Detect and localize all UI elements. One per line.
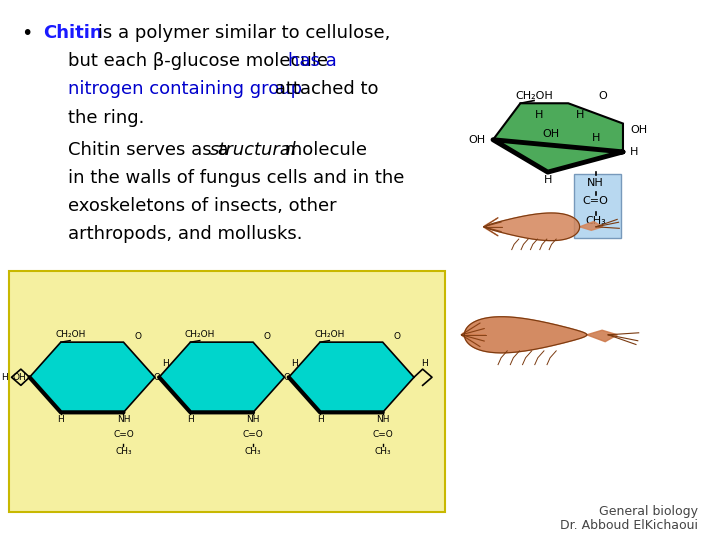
Text: C=O: C=O [582, 197, 608, 206]
Polygon shape [462, 334, 486, 335]
Text: C=O: C=O [113, 430, 134, 438]
Text: but each β-glucose molecule: but each β-glucose molecule [68, 52, 334, 70]
Text: Chitin serves as a: Chitin serves as a [68, 141, 235, 159]
Text: OH: OH [323, 370, 336, 379]
Polygon shape [159, 342, 284, 413]
Text: CH₃: CH₃ [245, 447, 261, 456]
Text: attached to: attached to [269, 80, 378, 98]
Text: OH: OH [630, 125, 647, 134]
Text: OH: OH [543, 129, 559, 139]
Text: the ring.: the ring. [68, 109, 145, 126]
Text: structural: structural [210, 141, 297, 159]
Text: H: H [187, 415, 194, 424]
Text: H: H [591, 133, 600, 143]
Text: H: H [421, 359, 428, 368]
Text: O: O [394, 332, 400, 341]
Text: NH: NH [117, 415, 130, 424]
Text: OH: OH [469, 134, 486, 145]
Text: H: H [630, 147, 639, 157]
Text: CH₂OH: CH₂OH [184, 330, 215, 340]
Text: NH: NH [376, 415, 390, 424]
Text: O: O [264, 332, 271, 341]
Text: O: O [598, 91, 607, 100]
Text: CH₂OH: CH₂OH [55, 330, 86, 340]
Text: C=O: C=O [372, 430, 393, 438]
Polygon shape [486, 213, 580, 241]
Text: molecule: molecule [279, 141, 367, 159]
Text: General biology: General biology [599, 505, 698, 518]
Text: H: H [376, 370, 383, 379]
Polygon shape [462, 335, 480, 347]
Polygon shape [289, 342, 414, 413]
Polygon shape [462, 328, 485, 335]
Text: H: H [1, 373, 8, 382]
Polygon shape [484, 218, 498, 227]
Text: arthropods, and mollusks.: arthropods, and mollusks. [68, 225, 303, 243]
Text: H: H [117, 370, 124, 379]
Text: NH: NH [588, 178, 604, 187]
Text: H: H [535, 110, 543, 120]
Polygon shape [484, 227, 501, 232]
Text: H: H [304, 362, 311, 371]
Text: O: O [153, 373, 161, 382]
Polygon shape [580, 221, 603, 230]
Text: in the walls of fungus cells and in the: in the walls of fungus cells and in the [68, 169, 405, 187]
FancyBboxPatch shape [9, 271, 445, 512]
Text: •: • [22, 24, 33, 43]
Polygon shape [30, 342, 155, 413]
Text: Dr. Abboud ElKichaoui: Dr. Abboud ElKichaoui [560, 519, 698, 532]
Polygon shape [462, 323, 480, 335]
Polygon shape [464, 317, 587, 353]
Text: CH₃: CH₃ [115, 447, 132, 456]
Text: CH₃: CH₃ [585, 217, 606, 226]
Text: H: H [576, 110, 584, 120]
Text: NH: NH [246, 415, 260, 424]
Text: O: O [135, 332, 141, 341]
Text: CH₃: CH₃ [374, 447, 391, 456]
Text: O: O [283, 373, 290, 382]
Text: exoskeletons of insects, other: exoskeletons of insects, other [68, 197, 337, 215]
Polygon shape [462, 335, 485, 341]
Text: H: H [246, 370, 253, 379]
Text: OH: OH [193, 370, 207, 379]
Polygon shape [484, 227, 498, 236]
Text: is a polymer similar to cellulose,: is a polymer similar to cellulose, [92, 24, 390, 42]
Polygon shape [587, 330, 618, 342]
Text: H: H [58, 415, 64, 424]
Polygon shape [493, 103, 623, 172]
Text: H: H [544, 175, 552, 185]
Polygon shape [484, 222, 501, 227]
Polygon shape [484, 226, 503, 227]
FancyBboxPatch shape [574, 174, 621, 238]
Text: CH₂OH: CH₂OH [314, 330, 345, 340]
Text: OH: OH [63, 370, 77, 379]
Text: OH: OH [12, 373, 26, 382]
Text: H: H [162, 359, 168, 368]
Text: H: H [292, 359, 298, 368]
Text: H: H [317, 415, 323, 424]
Text: H: H [45, 362, 52, 371]
Text: C=O: C=O [243, 430, 264, 438]
Text: H: H [174, 362, 181, 371]
Text: nitrogen containing group: nitrogen containing group [68, 80, 302, 98]
Text: Chitin: Chitin [43, 24, 103, 42]
Text: has a: has a [288, 52, 337, 70]
Text: CH₂OH: CH₂OH [516, 91, 553, 100]
